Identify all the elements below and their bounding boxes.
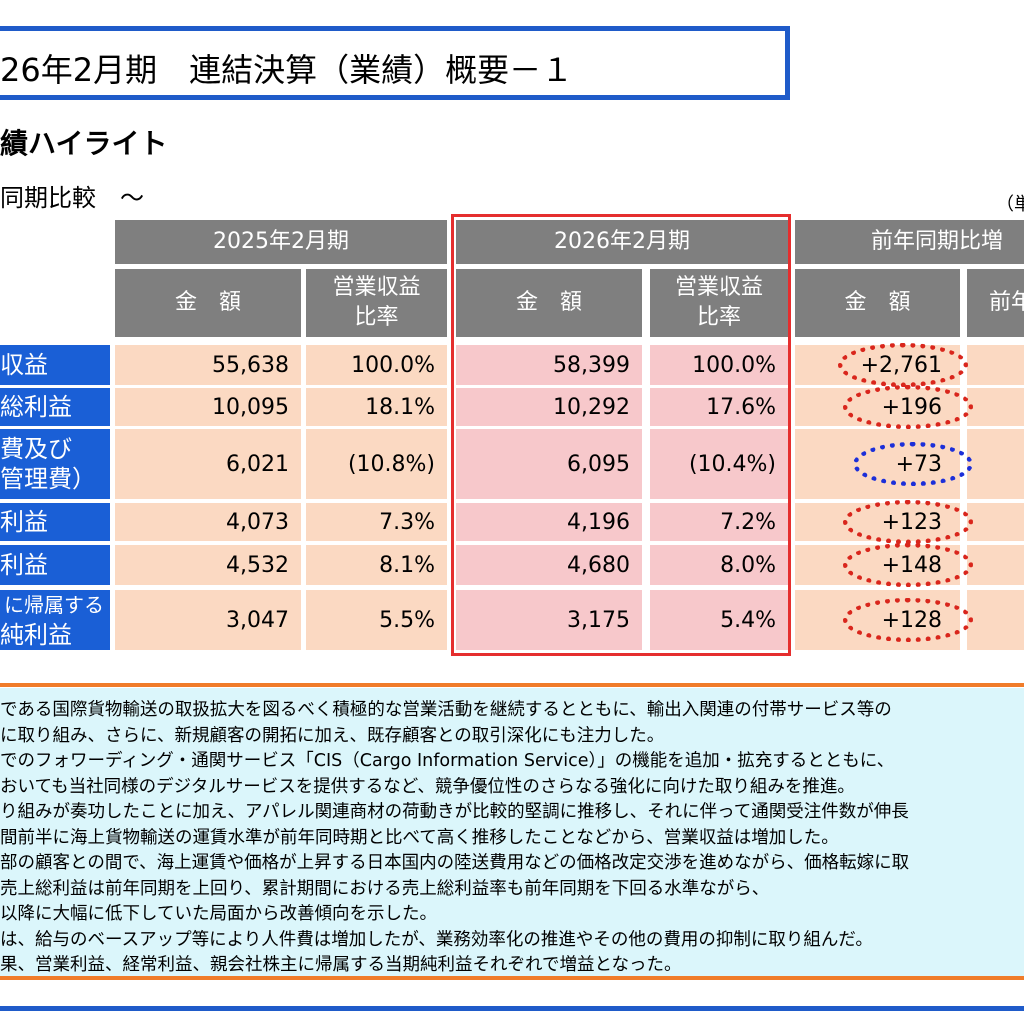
- cell-change-ratio: [967, 590, 1024, 650]
- row-label-line: 利益: [0, 508, 48, 536]
- commentary-line: 部の顧客との間で、海上運賃や価格が上昇する日本国内の陸送費用などの価格改定交渉を…: [0, 853, 910, 873]
- cell-fy2025-ratio: (10.8%): [306, 429, 447, 499]
- cell-fy2026-amount: 4,196: [456, 503, 642, 541]
- cell-fy2026-ratio: 7.2%: [650, 503, 788, 541]
- row-label-line: 収益: [0, 351, 48, 379]
- highlight-oval: [843, 543, 973, 587]
- row-label: に帰属する純利益: [0, 590, 110, 650]
- cell-fy2025-ratio: 100.0%: [306, 345, 447, 385]
- title-frame: [0, 26, 790, 100]
- col-header-ratio-line1: 営業収益: [674, 275, 763, 300]
- cell-change-ratio: [967, 503, 1024, 541]
- cell-change-ratio: [967, 345, 1024, 385]
- col-header-fy2026-amount: 金 額: [456, 269, 642, 337]
- row-label: 費及び 管理費）: [0, 429, 110, 499]
- highlight-oval: [838, 343, 968, 387]
- row-label-line: 管理費）: [0, 465, 96, 493]
- commentary-line: おいても当社同様のデジタルサービスを提供するなど、競争優位性のさらなる強化に向け…: [0, 776, 855, 797]
- cell-fy2026-ratio: 100.0%: [650, 345, 788, 385]
- unit-label: （単: [996, 194, 1024, 215]
- cell-fy2026-amount: 58,399: [456, 345, 642, 385]
- cell-fy2025-amount: 4,073: [115, 503, 301, 541]
- cell-fy2025-ratio: 18.1%: [306, 388, 447, 426]
- cell-change-ratio: [967, 545, 1024, 585]
- col-header-change-ratio: 前年: [967, 269, 1024, 337]
- cell-change-ratio: [967, 388, 1024, 426]
- cell-fy2026-amount: 6,095: [456, 429, 642, 499]
- row-label-line: 純利益: [0, 621, 72, 649]
- cell-fy2025-amount: 10,095: [115, 388, 301, 426]
- commentary-line: に取り組み、さらに、新規顧客の開拓に加え、既存顧客との取引深化にも注力した。: [0, 725, 665, 746]
- commentary-line: 果、営業利益、経常利益、親会社株主に帰属する当期純利益それぞれで増益となった。: [0, 955, 682, 975]
- col-header-fy2026-ratio: 営業収益 比率: [650, 269, 788, 337]
- section-title: 績ハイライト: [0, 127, 168, 160]
- col-header-ratio-line2: 比率: [696, 305, 741, 330]
- highlight-oval: [843, 500, 973, 544]
- commentary-line: は、給与のベースアップ等により人件費は増加したが、業務効率化の推進やその他の費用…: [0, 929, 873, 950]
- cell-fy2025-amount: 55,638: [115, 345, 301, 385]
- col-header-ratio-line2: 比率: [354, 305, 399, 330]
- cell-fy2026-ratio: 8.0%: [650, 545, 788, 585]
- cell-fy2025-amount: 4,532: [115, 545, 301, 585]
- cell-fy2026-amount: 10,292: [456, 388, 642, 426]
- row-label: 利益: [0, 545, 110, 585]
- cell-fy2025-ratio: 8.1%: [306, 545, 447, 585]
- fy2026-highlight-frame: [451, 214, 791, 656]
- cell-change-ratio: [967, 429, 1024, 499]
- cell-fy2026-ratio: (10.4%): [650, 429, 788, 499]
- commentary-box: である国際貨物輸送の取扱拡大を図るべく積極的な営業活動を継続するとともに、輸出入…: [0, 688, 1024, 978]
- group-header-change: 前年同期比増: [795, 220, 1024, 264]
- highlight-oval: [843, 598, 973, 642]
- divider-bottom: [0, 976, 1024, 980]
- col-header-change-amount: 金 額: [795, 269, 960, 337]
- row-label-line: 利益: [0, 551, 48, 579]
- divider-top: [0, 683, 1024, 687]
- cell-fy2025-amount: 3,047: [115, 590, 301, 650]
- cell-fy2025-ratio: 5.5%: [306, 590, 447, 650]
- cell-fy2026-ratio: 5.4%: [650, 590, 788, 650]
- row-label-line: 費及び: [0, 435, 72, 463]
- cell-fy2025-ratio: 7.3%: [306, 503, 447, 541]
- cell-fy2025-amount: 6,021: [115, 429, 301, 499]
- col-header-fy2025-ratio: 営業収益 比率: [306, 269, 447, 337]
- row-label: 総利益: [0, 388, 110, 426]
- row-label-line: 総利益: [0, 393, 72, 421]
- commentary-line: でのフォワーディング・通関サービス「CIS（Cargo Information …: [0, 751, 895, 771]
- sub-title: 同期比較 ～: [0, 184, 144, 212]
- commentary-line: である国際貨物輸送の取扱拡大を図るべく積極的な営業活動を継続するとともに、輸出入…: [0, 700, 892, 720]
- commentary-line: 間前半に海上貨物輸送の運賃水準が前年同時期と比べて高く推移したことなどから、営業…: [0, 827, 839, 848]
- highlight-oval: [843, 385, 973, 429]
- cell-fy2026-ratio: 17.6%: [650, 388, 788, 426]
- highlight-oval: [853, 442, 973, 486]
- group-header-fy2026: 2026年2月期: [456, 220, 788, 264]
- commentary-line: 売上総利益は前年同期を上回り、累計期間における売上総利益率も前年同期を下回る水準…: [0, 878, 770, 899]
- row-label: 収益: [0, 345, 110, 385]
- cell-fy2026-amount: 3,175: [456, 590, 642, 650]
- page-title: 26年2月期 連結決算（業績）概要－１: [0, 51, 574, 89]
- commentary-line: 以降に大幅に低下していた局面から改善傾向を示した。: [0, 904, 437, 924]
- commentary-line: り組みが奏功したことに加え、アパレル関連商材の荷動きが比較的堅調に推移し、それに…: [0, 802, 909, 822]
- footer-line: [0, 1006, 1024, 1011]
- row-label: 利益: [0, 503, 110, 541]
- cell-fy2026-amount: 4,680: [456, 545, 642, 585]
- row-label-line: に帰属する: [4, 593, 104, 617]
- col-header-fy2025-amount: 金 額: [115, 269, 301, 337]
- col-header-ratio-line1: 営業収益: [332, 275, 421, 300]
- group-header-fy2025: 2025年2月期: [115, 220, 447, 264]
